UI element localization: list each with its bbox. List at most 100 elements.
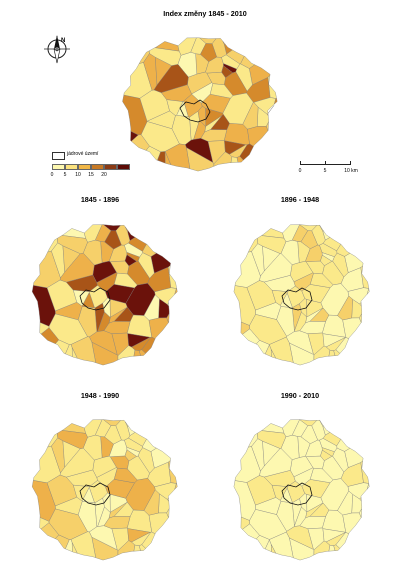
municipality-polygons xyxy=(32,419,178,561)
municipality-polygon xyxy=(287,285,306,308)
map-legend: jádrové území 0 5 10 15 20 xyxy=(50,151,130,182)
municipality-polygons xyxy=(122,37,278,172)
municipality-polygon xyxy=(164,143,191,170)
municipality-polygon xyxy=(336,438,351,452)
municipality-polygon xyxy=(366,288,370,295)
municipality-polygon xyxy=(222,41,226,45)
map-1896-1948 xyxy=(233,224,370,366)
municipality-polygon xyxy=(309,307,330,322)
legend-swatch xyxy=(52,164,65,170)
municipality-polygon xyxy=(336,243,351,257)
legend-tick: 10 xyxy=(75,172,81,178)
municipality-polygon xyxy=(127,528,151,543)
municipality-polygon xyxy=(300,425,318,444)
legend-core-area-label: jádrové území xyxy=(67,151,99,157)
panel-title-1845-1896: 1845 - 1896 xyxy=(80,195,120,204)
municipality-polygon xyxy=(183,93,203,118)
municipality-polygon xyxy=(127,333,151,348)
municipality-polygon xyxy=(269,336,294,364)
municipality-polygon xyxy=(142,243,157,257)
map-1845-1896 xyxy=(32,224,178,366)
municipality-polygon xyxy=(342,512,362,535)
map-1990-2010 xyxy=(233,419,370,561)
municipality-polygon xyxy=(148,512,169,535)
legend-swatch xyxy=(104,164,117,170)
municipality-polygon xyxy=(70,336,96,363)
legend-tick: 5 xyxy=(63,172,67,178)
municipality-polygon xyxy=(142,438,157,452)
municipality-polygon xyxy=(73,289,90,307)
municipality-polygon xyxy=(337,295,353,321)
legend-tick: 0 xyxy=(50,172,54,178)
legend-core-area-swatch xyxy=(52,152,65,160)
municipality-polygon xyxy=(342,317,362,340)
municipality-polygon xyxy=(230,156,239,163)
municipality-polygon xyxy=(167,497,170,502)
scale-bar: 0 5 10 km xyxy=(297,160,367,180)
core-area-outline xyxy=(79,287,111,311)
scale-label: 5 xyxy=(323,168,327,174)
municipality-polygon xyxy=(313,345,331,361)
scale-label: 10 km xyxy=(344,168,358,174)
municipality-polygon xyxy=(224,140,247,155)
legend-swatch xyxy=(117,164,130,170)
municipality-polygon xyxy=(104,230,122,250)
municipality-polygon xyxy=(141,336,156,354)
municipality-polygon xyxy=(39,517,50,530)
municipality-polygon xyxy=(174,288,178,295)
municipality-polygon xyxy=(319,225,324,232)
legend-swatch xyxy=(78,164,91,170)
panel-title-1896-1948: 1896 - 1948 xyxy=(280,195,320,204)
municipality-polygons xyxy=(32,224,178,366)
legend-swatch xyxy=(91,164,104,170)
municipality-polygon xyxy=(257,430,287,449)
municipality-polygon xyxy=(133,349,141,357)
municipality-polygon xyxy=(328,545,336,552)
municipality-polygon xyxy=(113,306,134,322)
municipality-polygon xyxy=(257,235,287,254)
municipality-polygon xyxy=(300,230,318,249)
municipality-polygon xyxy=(117,345,136,361)
municipality-polygon xyxy=(166,99,184,116)
municipality-polygon xyxy=(309,502,330,517)
municipality-polygon xyxy=(319,420,324,427)
municipality-polygon xyxy=(39,322,50,335)
main-map-title: Index změny 1845 - 2010 xyxy=(163,9,247,18)
municipality-polygon xyxy=(143,294,160,321)
municipality-polygon xyxy=(359,302,362,307)
scale-label: 0 xyxy=(298,168,302,174)
north-label: N xyxy=(61,38,65,44)
municipality-polygon xyxy=(143,489,160,516)
legend-color-ramp xyxy=(52,164,130,170)
municipality-polygon xyxy=(141,531,156,549)
municipality-polygon xyxy=(240,516,250,530)
municipality-polygon xyxy=(313,540,331,556)
municipality-polygon xyxy=(239,143,254,161)
municipality-polygon xyxy=(133,544,141,552)
core-area-outline xyxy=(281,287,313,311)
municipality-polygon xyxy=(240,55,256,69)
municipality-polygon xyxy=(130,131,139,142)
map-1948-1990 xyxy=(32,419,178,561)
municipality-polygon xyxy=(117,540,136,556)
municipality-polygon xyxy=(322,528,347,543)
municipality-polygon xyxy=(73,484,90,502)
municipality-polygon xyxy=(70,531,96,558)
municipality-polygon xyxy=(267,105,275,116)
municipality-polygon xyxy=(167,302,170,307)
municipality-polygon xyxy=(366,483,370,490)
municipality-polygon xyxy=(309,468,334,483)
municipality-polygon xyxy=(200,43,217,62)
municipality-polygon xyxy=(57,430,88,449)
core-area-outline xyxy=(179,99,211,123)
core-area-outline xyxy=(79,482,111,506)
municipality-polygon xyxy=(104,425,122,445)
municipality-polygon xyxy=(213,151,233,167)
municipality-polygon xyxy=(328,350,336,357)
municipality-polygon xyxy=(113,467,138,484)
municipality-polygon xyxy=(149,47,182,66)
legend-tick: 15 xyxy=(88,172,94,178)
municipality-polygon xyxy=(337,490,353,516)
municipality-polygon xyxy=(89,480,108,504)
municipality-polygons xyxy=(233,419,370,561)
